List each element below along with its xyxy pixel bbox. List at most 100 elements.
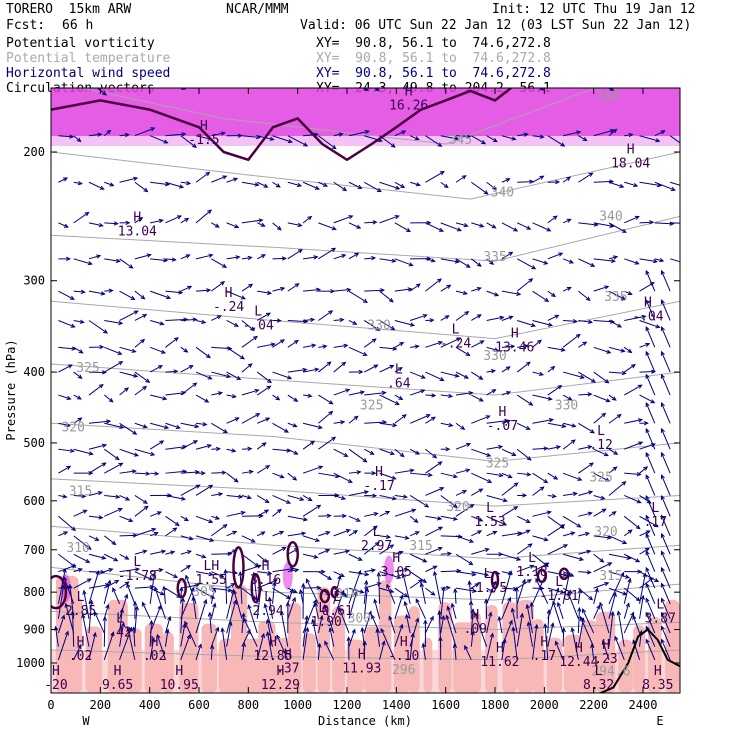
- circulation-vector-head: [357, 569, 362, 575]
- circulation-vector-head: [419, 582, 425, 588]
- circulation-vector-head: [241, 641, 246, 647]
- circulation-vector-head: [276, 318, 282, 323]
- circulation-vector-head: [307, 496, 313, 502]
- circulation-vector: [624, 441, 643, 450]
- circulation-vector: [211, 315, 222, 321]
- theta-contour-label: 350: [597, 89, 620, 104]
- circulation-vector-head: [507, 474, 513, 479]
- circulation-vector: [302, 181, 320, 190]
- circulation-vector: [593, 346, 611, 354]
- circulation-vector: [455, 258, 471, 268]
- circulation-vector: [226, 290, 246, 300]
- circulation-vector-head: [483, 598, 489, 604]
- circulation-vector-head: [513, 482, 519, 487]
- circulation-vector: [149, 440, 164, 450]
- circulation-vector: [210, 627, 219, 647]
- circulation-vector-head: [208, 253, 214, 258]
- circulation-vector: [517, 181, 534, 183]
- circulation-vector: [211, 222, 220, 228]
- circulation-vector-head: [552, 215, 558, 220]
- circulation-vector: [287, 494, 304, 501]
- circulation-vector: [135, 15, 145, 17]
- circulation-vector-head: [149, 619, 154, 625]
- circulation-vector: [302, 216, 312, 224]
- circulation-vector-head: [117, 350, 123, 355]
- circulation-vector: [226, 394, 236, 398]
- circulation-vector: [501, 639, 506, 660]
- circulation-vector: [379, 258, 396, 262]
- circulation-vector-head: [526, 225, 532, 230]
- circulation-vector: [471, 371, 483, 380]
- circulation-vector: [409, 633, 414, 660]
- circulation-vector: [318, 81, 332, 84]
- circulation-vector-head: [341, 361, 347, 367]
- circulation-vector: [410, 81, 430, 87]
- circulation-vector-head: [94, 611, 99, 617]
- theta-contour-label: 325: [486, 456, 509, 471]
- circulation-vector: [486, 612, 492, 634]
- circulation-vector: [195, 254, 213, 260]
- circulation-vector: [661, 351, 671, 373]
- circulation-vector-head: [604, 581, 610, 587]
- extremum-marker: H: [654, 664, 662, 679]
- circulation-vector-head: [511, 626, 516, 632]
- circulation-vector-head: [610, 258, 616, 264]
- extremum-value: -.04: [243, 319, 274, 334]
- circulation-vector-head: [314, 367, 320, 372]
- circulation-vector: [303, 318, 315, 321]
- circulation-vector: [150, 422, 169, 429]
- circulation-vector-head: [301, 531, 307, 536]
- circulation-vector-head: [141, 81, 145, 84]
- circulation-vector-head: [113, 557, 119, 562]
- circulation-vector-head: [260, 254, 266, 259]
- x-tick-label: 1400: [382, 698, 411, 712]
- circulation-vector: [425, 416, 436, 424]
- circulation-vector: [501, 506, 518, 517]
- circulation-vector: [348, 591, 358, 619]
- circulation-vector: [272, 587, 291, 599]
- circulation-vector: [661, 515, 671, 537]
- circulation-vector: [440, 552, 451, 555]
- circulation-vector-head: [186, 564, 192, 570]
- circulation-vector: [607, 88, 614, 91]
- circulation-vector-head: [120, 621, 126, 627]
- circulation-vector: [578, 491, 593, 496]
- circulation-vector-head: [265, 618, 271, 624]
- circulation-vector-head: [609, 223, 615, 228]
- circulation-vector: [532, 486, 545, 496]
- circulation-vector-head: [183, 516, 189, 522]
- circulation-vector-head: [562, 572, 568, 577]
- circulation-vector-head: [497, 615, 502, 621]
- circulation-vector: [455, 469, 470, 474]
- circulation-vector-head: [277, 508, 282, 514]
- circulation-vector-head: [636, 499, 642, 504]
- theta-contour-label: 340: [491, 185, 514, 200]
- circulation-vector: [517, 133, 528, 137]
- circulation-vector-head: [80, 289, 86, 295]
- circulation-vector: [456, 4, 471, 15]
- circulation-vector: [409, 314, 427, 321]
- circulation-vector-head: [102, 91, 107, 96]
- circulation-vector-head: [448, 393, 454, 399]
- circulation-vector: [409, 495, 429, 508]
- circulation-vector: [486, 290, 499, 296]
- circulation-vector-head: [538, 371, 545, 377]
- circulation-vector: [516, 278, 533, 292]
- circulation-vector: [425, 12, 436, 16]
- circulation-vector-head: [401, 572, 407, 579]
- circulation-vector: [379, 535, 391, 538]
- circulation-vector-head: [263, 558, 269, 563]
- circulation-vector-head: [208, 484, 214, 489]
- circulation-vector-head: [492, 77, 496, 80]
- circulation-vector-head: [153, 586, 159, 592]
- circulation-vector-head: [476, 287, 482, 292]
- circulation-vector-head: [624, 574, 630, 579]
- circulation-vector: [119, 627, 132, 660]
- circulation-vector-head: [299, 496, 305, 502]
- circulation-vector: [333, 587, 348, 597]
- circulation-vector-head: [143, 505, 149, 511]
- circulation-vector-head: [626, 555, 632, 560]
- extremum-value: 2.85: [65, 604, 96, 619]
- circulation-vector: [409, 135, 419, 141]
- extremum-marker: H: [471, 608, 479, 623]
